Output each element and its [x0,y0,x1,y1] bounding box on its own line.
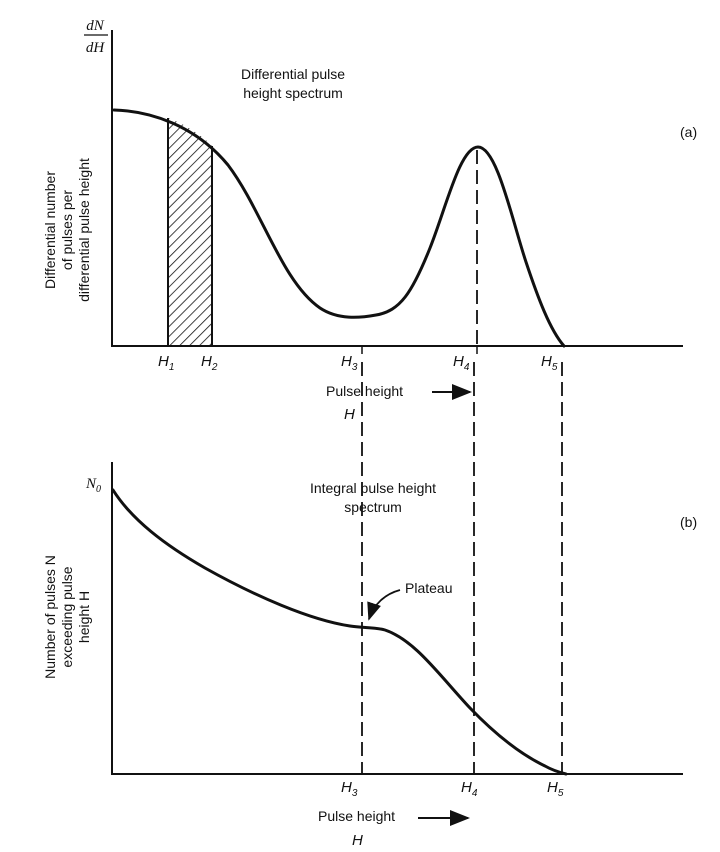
tick-label-b-h5: H5 [547,779,564,799]
panel-b-y-title-line-2: exceeding pulse [59,566,75,667]
hatched-area-h1-h2 [168,118,212,346]
panel-a-tag: (a) [680,124,697,140]
panel-b-y-title-line-3: height H [76,591,92,643]
panel-a-dh-label: dH [86,40,106,56]
n0-label: N0 [85,476,101,495]
integral-spectrum-label-line-1: Integral pulse height [310,480,436,496]
panel-b: N0 Number of pulses N exceeding pulse he… [42,462,697,849]
differential-spectrum-label-line-1: Differential pulse [241,66,345,82]
tick-label-h3: H3 [341,353,358,373]
integral-spectrum-label-line-2: spectrum [344,499,402,515]
integral-spectrum-curve [111,488,568,776]
panel-a-y-title-line-1: Differential number [42,171,58,289]
panel-a: dN dH Differential number of pulses per … [42,18,697,423]
differential-spectrum-curve [112,108,566,348]
panel-b-tag: (b) [680,514,697,530]
panel-a-x-axis-symbol: H [344,406,355,423]
tick-label-b-h3: H3 [341,779,358,799]
panel-a-y-title-line-3: differential pulse height [76,158,92,302]
panel-b-y-title-line-1: Number of pulses N [42,555,58,679]
tick-label-h1: H1 [158,353,174,373]
plateau-label: Plateau [405,580,452,596]
panel-b-x-axis-symbol: H [352,832,363,849]
panel-b-y-axis-title: Number of pulses N exceeding pulse heigh… [42,555,92,679]
panel-a-dn-label: dN [86,18,105,34]
panel-a-y-title-line-2: of pulses per [59,190,75,270]
panel-a-y-axis-title: Differential number of pulses per differ… [42,158,92,302]
tick-label-h4: H4 [453,353,470,373]
tick-label-b-h4: H4 [461,779,478,799]
plateau-arrow [367,589,401,621]
connector-lines [361,362,563,774]
tick-label-h2: H2 [201,353,218,373]
panel-b-x-axis-title: Pulse height [318,808,395,824]
differential-spectrum-label-line-2: height spectrum [243,85,343,101]
panel-a-x-axis-title: Pulse height [326,383,403,399]
tick-label-h5: H5 [541,353,558,373]
